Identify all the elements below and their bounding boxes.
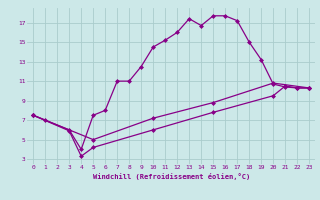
- X-axis label: Windchill (Refroidissement éolien,°C): Windchill (Refroidissement éolien,°C): [92, 173, 250, 180]
